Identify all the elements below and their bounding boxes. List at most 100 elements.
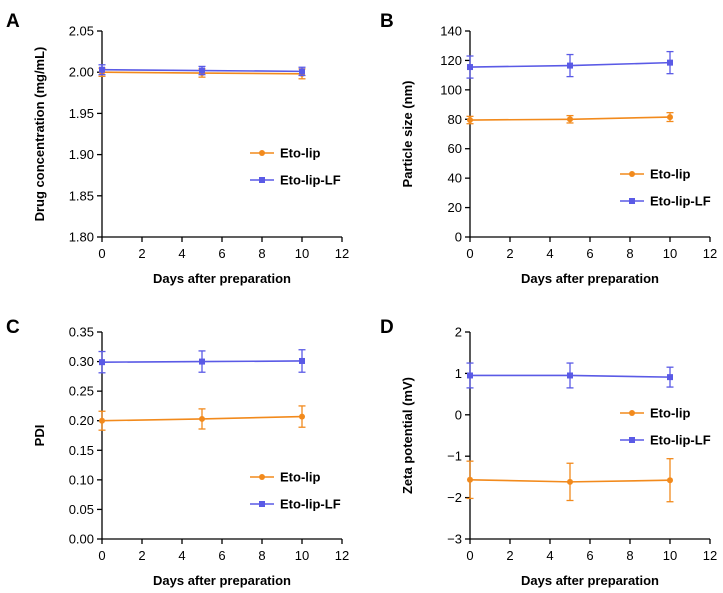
data-point: [199, 67, 205, 74]
y-tick-label: 2.05: [69, 24, 94, 39]
x-tick-label: 12: [703, 548, 717, 563]
y-tick-label: 140: [440, 24, 462, 39]
x-tick-label: 6: [586, 246, 593, 261]
x-tick-label: 10: [295, 246, 309, 261]
y-tick-label: −1: [447, 449, 462, 464]
legend-label: Eto-lip-LF: [650, 433, 711, 448]
legend-label: Eto-lip-LF: [280, 497, 341, 512]
data-point: [567, 372, 573, 379]
y-tick-label: 1.85: [69, 188, 94, 203]
x-tick-label: 4: [178, 548, 185, 563]
legend-label: Eto-lip-LF: [280, 173, 341, 188]
data-point: [567, 62, 573, 69]
y-tick-label: 0.35: [69, 325, 94, 340]
y-tick-label: 80: [448, 112, 462, 127]
data-point: [99, 359, 105, 366]
y-tick-label: 0: [455, 407, 462, 422]
legend-label: Eto-lip: [280, 470, 320, 485]
y-axis-label: Drug concentration (mg/mL): [32, 47, 47, 222]
data-point: [467, 476, 473, 483]
y-tick-label: 2: [455, 325, 462, 340]
data-point: [99, 417, 105, 424]
y-tick-label: 1: [455, 366, 462, 381]
x-tick-label: 0: [98, 548, 105, 563]
x-tick-label: 4: [178, 246, 185, 261]
legend-item: Eto-lip-LF: [620, 194, 711, 209]
data-point: [667, 477, 673, 484]
x-tick-label: 6: [586, 548, 593, 563]
x-tick-label: 2: [506, 246, 513, 261]
panel-letter: A: [6, 11, 20, 32]
y-tick-label: 0.10: [69, 472, 94, 487]
data-point: [567, 478, 573, 485]
panel-b: B 0 20 40 60 80 100 120 140 0 2 4 6 8 10 12 Days after p…: [380, 11, 717, 286]
legend-marker: [629, 198, 635, 204]
data-point: [99, 66, 105, 73]
series-eto-lip: [466, 112, 674, 125]
data-point: [667, 59, 673, 66]
y-tick-label: −2: [447, 490, 462, 505]
y-tick-label: 60: [448, 141, 462, 156]
data-point: [299, 68, 305, 75]
y-tick-label: 1.95: [69, 106, 94, 121]
x-tick-label: 12: [335, 548, 349, 563]
legend-label: Eto-lip: [650, 167, 690, 182]
x-axis-label: Days after preparation: [521, 271, 659, 286]
legend-item: Eto-lip: [620, 167, 690, 182]
x-tick-label: 2: [506, 548, 513, 563]
legend-item: Eto-lip-LF: [620, 433, 711, 448]
y-tick-label: −3: [447, 532, 462, 547]
legend-item: Eto-lip-LF: [250, 173, 341, 188]
legend-item: Eto-lip: [250, 470, 320, 485]
series-eto-lip: [98, 405, 306, 431]
x-tick-label: 4: [546, 246, 553, 261]
data-point: [467, 372, 473, 379]
data-point: [667, 374, 673, 381]
panel-letter: D: [380, 317, 394, 338]
y-tick-label: 0.30: [69, 354, 94, 369]
legend-item: Eto-lip: [250, 146, 320, 161]
data-point: [199, 415, 205, 422]
legend-marker: [259, 177, 265, 183]
series-eto-lip-lf: [466, 362, 674, 389]
x-tick-label: 0: [466, 548, 473, 563]
y-tick-label: 1.90: [69, 147, 94, 162]
x-tick-label: 12: [703, 246, 717, 261]
legend-marker: [259, 150, 265, 156]
series-eto-lip: [466, 458, 674, 503]
x-axis-label: Days after preparation: [153, 271, 291, 286]
y-tick-label: 0.05: [69, 502, 94, 517]
data-point: [467, 64, 473, 71]
legend-marker: [259, 501, 265, 507]
x-tick-label: 8: [626, 246, 633, 261]
series-eto-lip-lf: [98, 349, 306, 374]
panel-letter: B: [380, 11, 394, 32]
y-tick-label: 20: [448, 200, 462, 215]
y-tick-label: 0.20: [69, 413, 94, 428]
data-point: [467, 117, 473, 124]
x-axis-label: Days after preparation: [521, 573, 659, 588]
x-tick-label: 8: [626, 548, 633, 563]
y-tick-label: 0.15: [69, 443, 94, 458]
x-tick-label: 0: [466, 246, 473, 261]
y-tick-label: 120: [440, 53, 462, 68]
x-tick-label: 0: [98, 246, 105, 261]
data-point: [667, 114, 673, 121]
data-point: [567, 116, 573, 123]
x-tick-label: 6: [218, 548, 225, 563]
x-tick-label: 8: [258, 548, 265, 563]
panel-letter: C: [6, 317, 20, 338]
legend-item: Eto-lip-LF: [250, 497, 341, 512]
data-point: [299, 357, 305, 364]
y-tick-label: 0: [455, 230, 462, 245]
x-tick-label: 8: [258, 246, 265, 261]
x-tick-label: 2: [138, 548, 145, 563]
x-tick-label: 10: [663, 548, 677, 563]
legend-marker: [259, 474, 265, 480]
y-tick-label: 40: [448, 171, 462, 186]
y-tick-label: 0.25: [69, 384, 94, 399]
y-tick-label: 1.80: [69, 230, 94, 245]
y-axis-label: Particle size (nm): [400, 81, 415, 188]
